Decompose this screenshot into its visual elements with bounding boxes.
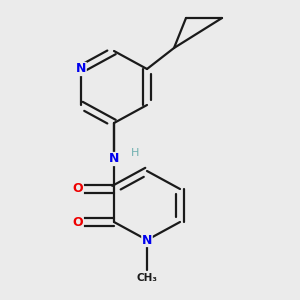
Text: N: N xyxy=(109,152,119,166)
Text: O: O xyxy=(73,215,83,229)
Text: CH₃: CH₃ xyxy=(136,273,158,283)
Text: H: H xyxy=(131,148,139,158)
Text: N: N xyxy=(142,233,152,247)
Text: O: O xyxy=(73,182,83,196)
Text: N: N xyxy=(76,62,86,76)
